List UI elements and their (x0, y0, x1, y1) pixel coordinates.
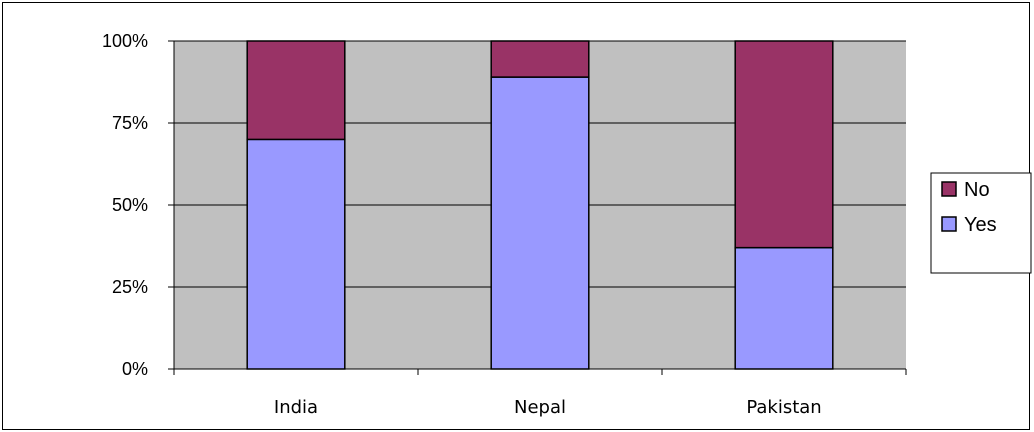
bar-india-yes (246, 138, 346, 370)
bars (246, 40, 834, 370)
legend: No Yes (930, 172, 1032, 274)
legend-label-yes: Yes (964, 214, 997, 236)
y-tick-label: 75% (112, 113, 148, 133)
x-tick-label-nepal: Nepal (514, 397, 566, 418)
y-tick-label: 0% (122, 359, 148, 379)
bar-pakistan-yes (734, 246, 834, 370)
bar-pakistan-no (734, 40, 834, 249)
bar-india-no (246, 40, 346, 141)
axes: 0% 25% 50% 75% 100% India Nepal Pakistan (102, 31, 907, 418)
bar-nepal-no (490, 40, 590, 78)
x-tick-label-india: India (274, 397, 318, 418)
y-tick-label: 50% (112, 195, 148, 215)
y-tick-label: 100% (102, 31, 148, 51)
bar-nepal-yes (490, 76, 590, 370)
legend-swatch-yes (941, 216, 957, 232)
legend-label-no: No (964, 179, 990, 201)
y-tick-label: 25% (112, 277, 148, 297)
legend-swatch-no (941, 181, 957, 197)
x-tick-label-pakistan: Pakistan (746, 397, 821, 418)
